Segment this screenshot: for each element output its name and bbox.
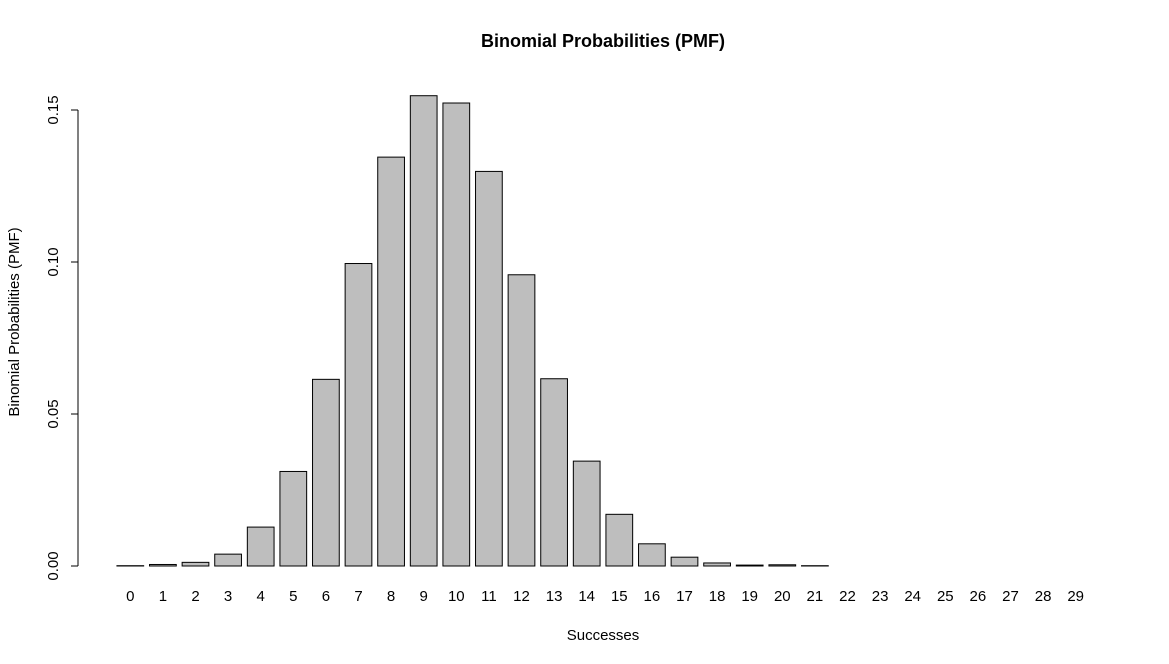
x-tick-label: 27	[1002, 588, 1019, 605]
bar-20	[768, 564, 797, 567]
y-axis-label: Binomial Probabilities (PMF)	[6, 227, 23, 416]
bar-15	[605, 513, 634, 567]
x-tick-label: 19	[741, 588, 758, 605]
x-tick-label: 11	[481, 588, 497, 605]
x-tick-label: 2	[191, 588, 199, 605]
bar-8	[377, 156, 405, 567]
chart-title: Binomial Probabilities (PMF)	[481, 31, 725, 51]
x-tick-label: 12	[513, 588, 530, 605]
x-tick-label: 15	[611, 588, 628, 605]
bar-17	[670, 556, 699, 567]
bars-group	[116, 95, 829, 567]
x-tick-label: 17	[676, 588, 693, 605]
x-tick-label: 3	[224, 588, 232, 605]
bar-6	[312, 378, 340, 567]
x-tick-label: 13	[546, 588, 563, 605]
x-axis-label: Successes	[567, 627, 640, 644]
x-tick-label: 8	[387, 588, 395, 605]
bar-11	[475, 170, 503, 567]
x-tick-label: 0	[126, 588, 134, 605]
bar-5	[279, 470, 308, 567]
bar-1	[149, 563, 177, 567]
bar-9	[409, 95, 438, 567]
x-tick-label: 26	[970, 588, 987, 605]
x-tick-label: 22	[839, 588, 856, 605]
x-tick-label: 21	[807, 588, 824, 605]
bar-3	[214, 553, 242, 567]
x-tick-label: 14	[578, 588, 595, 605]
x-tick-label: 16	[644, 588, 661, 605]
x-tick-label: 20	[774, 588, 791, 605]
x-tick-label: 6	[322, 588, 330, 605]
bar-14	[572, 460, 601, 567]
x-tick-label: 25	[937, 588, 954, 605]
x-tick-label: 29	[1067, 588, 1084, 605]
x-tick-label: 5	[289, 588, 297, 605]
x-tick-label: 4	[257, 588, 265, 605]
bar-13	[540, 378, 568, 567]
bar-19	[735, 564, 764, 567]
x-tick-labels: 0 1 2 3 4 5 6 7 8 9 10 11 12 13 14 15 16 17 18 19 20 21 22 23 24…	[126, 588, 1084, 605]
x-tick-label: 10	[448, 588, 465, 605]
x-tick-label: 23	[872, 588, 889, 605]
y-axis: 0.00 0.05 0.10 0.15	[45, 95, 79, 581]
bar-10	[442, 102, 471, 567]
bar-18	[703, 562, 731, 567]
bar-16	[638, 543, 666, 567]
x-tick-label: 18	[709, 588, 726, 605]
bar-12	[507, 274, 536, 567]
x-tick-label: 7	[354, 588, 362, 605]
bar-2	[181, 561, 210, 567]
y-tick-label: 0.10	[45, 247, 62, 276]
x-tick-label: 1	[159, 588, 167, 605]
x-tick-label: 9	[420, 588, 428, 605]
bar-7	[344, 263, 373, 567]
x-tick-label: 24	[904, 588, 921, 605]
y-tick-label: 0.05	[45, 399, 62, 428]
y-tick-label: 0.15	[45, 95, 62, 124]
bar-4	[246, 526, 275, 567]
y-tick-label: 0.00	[45, 551, 62, 580]
x-tick-label: 28	[1035, 588, 1052, 605]
